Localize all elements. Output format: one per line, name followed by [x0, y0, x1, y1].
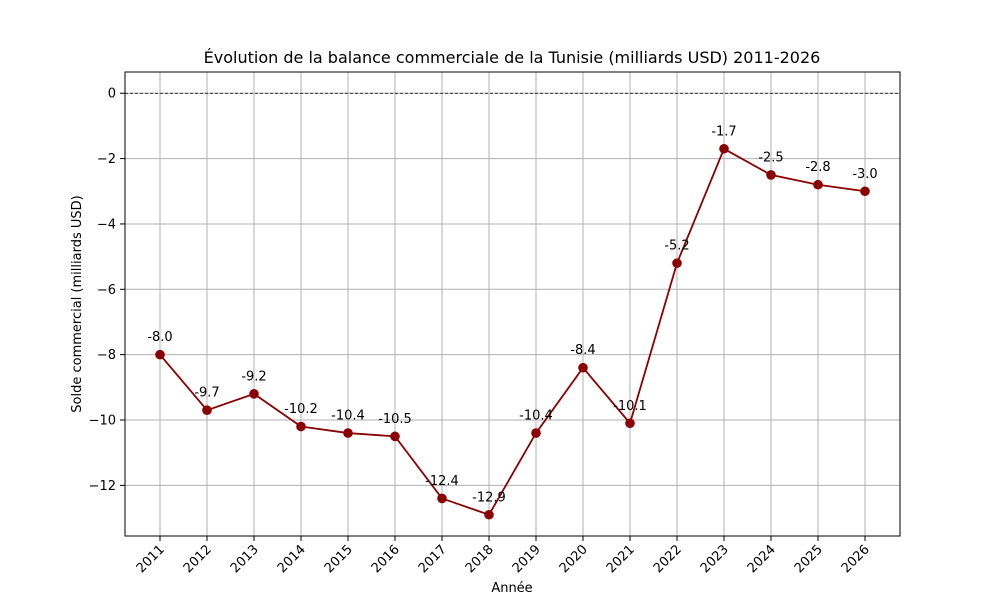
y-tick-label: −2 [97, 152, 116, 167]
data-point [390, 431, 400, 442]
x-tick-label: 2011 [134, 542, 168, 576]
data-point [625, 418, 635, 429]
x-tick-label: 2023 [698, 542, 732, 576]
x-tick-label: 2020 [557, 542, 591, 576]
data-point [249, 389, 259, 399]
x-tick-label: 2021 [604, 542, 638, 576]
x-tick-label: 2015 [322, 542, 356, 576]
data-label: -10.2 [284, 402, 318, 417]
x-tick-label: 2013 [228, 542, 262, 576]
data-point [860, 186, 870, 197]
data-point [343, 428, 353, 438]
data-point [484, 509, 494, 520]
data-point [672, 258, 682, 268]
data-label: -1.7 [711, 124, 736, 139]
y-tick-label: −12 [89, 479, 116, 494]
data-label: -10.4 [519, 409, 553, 424]
data-label: -8.4 [570, 343, 595, 358]
data-point [766, 170, 776, 180]
y-tick-label: −8 [97, 348, 116, 363]
y-tick-label: −6 [97, 283, 116, 298]
x-tick-label: 2022 [651, 542, 685, 576]
data-label: -3.0 [852, 167, 877, 182]
x-tick-label: 2018 [463, 542, 497, 576]
data-point [531, 428, 541, 438]
data-point [202, 405, 212, 415]
data-label: -12.9 [472, 490, 506, 505]
data-label: -10.1 [613, 399, 647, 414]
data-point [155, 349, 165, 360]
plot-frame [124, 71, 901, 537]
data-label-layer: -8.0 -9.7 -9.2 -10.2 -10.4 -10.5 -12.4 -12.9 -10… [147, 124, 877, 505]
x-tick-label: 2024 [745, 542, 779, 576]
data-label: -8.0 [147, 330, 172, 345]
data-point [813, 179, 823, 190]
series-layer [155, 143, 870, 520]
y-tick-label: 0 [108, 87, 116, 102]
data-point [437, 493, 447, 504]
y-axis-label: Solde commercial (milliards USD) [70, 195, 85, 412]
data-label: -2.5 [758, 150, 783, 165]
y-tick-label: −4 [97, 217, 116, 232]
data-point [296, 421, 306, 432]
x-tick-label: 2026 [839, 542, 873, 576]
x-tick-label: 2014 [275, 542, 309, 576]
data-label: -9.7 [194, 386, 219, 401]
x-tick-label: 2017 [416, 542, 450, 576]
data-point [578, 362, 588, 373]
x-tick-label: 2012 [181, 542, 215, 576]
x-tick-label: 2025 [792, 542, 826, 576]
x-tick-label: 2019 [510, 542, 544, 576]
series-line [159, 147, 866, 516]
data-label: -2.8 [805, 160, 830, 175]
data-label: -10.4 [331, 409, 365, 424]
data-point [719, 143, 729, 154]
x-axis-label: Année [491, 581, 532, 596]
chart-title: Évolution de la balance commerciale de l… [204, 48, 821, 67]
data-label: -9.2 [241, 369, 266, 384]
data-label: -5.2 [664, 239, 689, 254]
x-tick-label: 2016 [369, 542, 403, 576]
grid-layer [125, 72, 900, 536]
data-label: -10.5 [378, 412, 412, 427]
data-label: -12.4 [425, 474, 459, 489]
y-tick-label: −10 [89, 414, 116, 429]
